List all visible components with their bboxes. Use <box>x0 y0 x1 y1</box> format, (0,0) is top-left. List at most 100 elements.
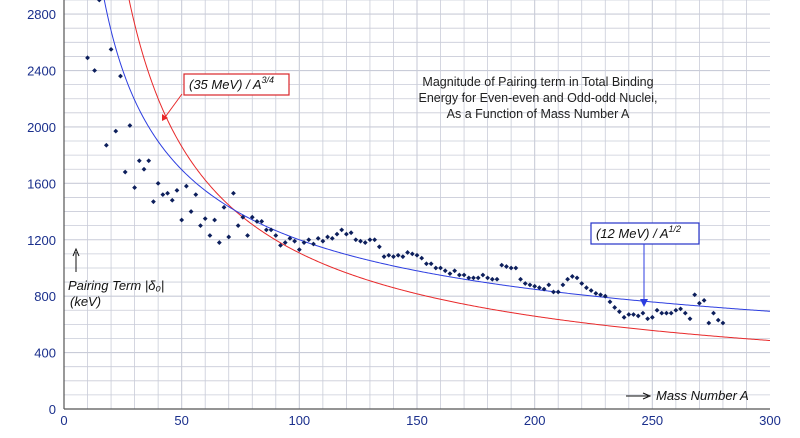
data-point <box>475 275 481 281</box>
data-point <box>198 223 203 229</box>
data-point <box>278 243 283 248</box>
data-point <box>612 305 618 310</box>
data-point <box>687 316 693 322</box>
data-point <box>682 310 688 316</box>
data-point <box>645 316 651 322</box>
data-point <box>391 254 396 260</box>
chart-title-line-3: As a Function of Mass Number A <box>447 107 630 121</box>
data-point <box>711 310 716 316</box>
data-point <box>344 231 349 237</box>
data-point <box>179 217 185 223</box>
data-point <box>320 238 326 244</box>
data-point <box>414 252 420 258</box>
data-point <box>245 233 250 238</box>
ylabel-line-1: Pairing Term |δ₀| <box>68 278 164 293</box>
data-point <box>376 244 382 250</box>
data-point <box>456 272 462 278</box>
data-point <box>113 128 119 134</box>
data-point <box>108 46 114 52</box>
data-point <box>579 281 585 286</box>
data-point <box>141 166 147 172</box>
red-curve-label-box <box>183 73 290 96</box>
y-tick-label: 800 <box>34 289 56 304</box>
data-point <box>381 254 387 260</box>
data-point <box>353 237 359 243</box>
data-point <box>565 276 571 282</box>
data-point <box>584 285 589 291</box>
data-point <box>598 292 603 298</box>
red-curve-pointer-line <box>162 93 183 121</box>
data-point <box>367 237 373 243</box>
xlabel: Mass Number A <box>656 388 749 403</box>
data-point <box>485 275 490 281</box>
data-point <box>226 234 232 240</box>
blue-fit-curve <box>103 0 771 312</box>
data-point <box>212 217 218 223</box>
x-tick-label: 200 <box>524 413 546 428</box>
data-point <box>480 272 486 278</box>
data-point <box>409 251 415 257</box>
data-point <box>720 320 726 326</box>
data-point <box>183 183 189 189</box>
data-point <box>602 293 608 299</box>
data-point <box>386 252 392 258</box>
data-point <box>433 265 439 271</box>
y-tick-label: 0 <box>49 402 56 417</box>
data-point <box>499 262 505 268</box>
blue-curve-pointer-head <box>640 299 648 307</box>
data-point <box>282 240 288 245</box>
xlabel-arrow-head <box>642 392 652 400</box>
data-point <box>329 235 335 241</box>
data-point <box>169 197 175 203</box>
data-point <box>235 223 241 229</box>
red-curve-label: (35 MeV) / A3/4 <box>189 75 274 92</box>
data-point <box>692 292 698 298</box>
data-point <box>654 307 660 313</box>
data-point <box>395 252 401 258</box>
data-point <box>96 0 102 3</box>
fit-curves <box>103 0 771 342</box>
data-point <box>471 275 476 281</box>
data-point <box>635 313 641 319</box>
data-point <box>405 250 410 255</box>
data-point <box>513 265 519 271</box>
data-point <box>489 276 495 282</box>
x-tick-label: 250 <box>641 413 663 428</box>
data-point <box>673 307 679 313</box>
tick-labels: 0 50 100 150 200 250 300 0 400 800 1200 1600 2000 240… <box>27 7 781 428</box>
data-point <box>188 209 194 214</box>
chart-title-line-2: Energy for Even-even and Odd-odd Nuclei, <box>418 91 657 105</box>
y-tick-label: 1600 <box>27 176 56 191</box>
data-point <box>447 271 453 277</box>
data-point <box>207 233 213 238</box>
data-point <box>659 310 665 316</box>
y-tick-label: 1200 <box>27 233 56 248</box>
data-point <box>527 282 533 288</box>
data-point <box>518 276 523 282</box>
data-point <box>504 264 509 269</box>
data-point <box>400 254 406 260</box>
blue-curve-label-box <box>590 222 700 245</box>
data-point <box>494 276 500 282</box>
data-point <box>551 289 556 295</box>
data-point <box>221 204 227 210</box>
data-point <box>640 310 646 316</box>
data-point <box>701 298 707 303</box>
data-point <box>593 290 599 296</box>
x-tick-label: 50 <box>174 413 188 428</box>
data-point <box>664 310 669 316</box>
data-point <box>555 289 561 295</box>
data-point <box>438 265 443 271</box>
data-point <box>311 241 316 247</box>
y-tick-label: 400 <box>34 346 56 361</box>
blue-curve-label: (12 MeV) / A1/2 <box>596 224 681 241</box>
ylabel-arrow-head <box>72 247 80 257</box>
data-point <box>127 123 133 128</box>
data-point <box>155 180 161 186</box>
data-point <box>151 199 156 205</box>
data-point <box>160 192 166 198</box>
data-point <box>424 261 429 267</box>
x-tick-label: 150 <box>406 413 428 428</box>
